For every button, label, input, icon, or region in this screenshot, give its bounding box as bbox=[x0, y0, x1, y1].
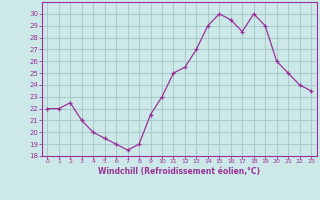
X-axis label: Windchill (Refroidissement éolien,°C): Windchill (Refroidissement éolien,°C) bbox=[98, 167, 260, 176]
